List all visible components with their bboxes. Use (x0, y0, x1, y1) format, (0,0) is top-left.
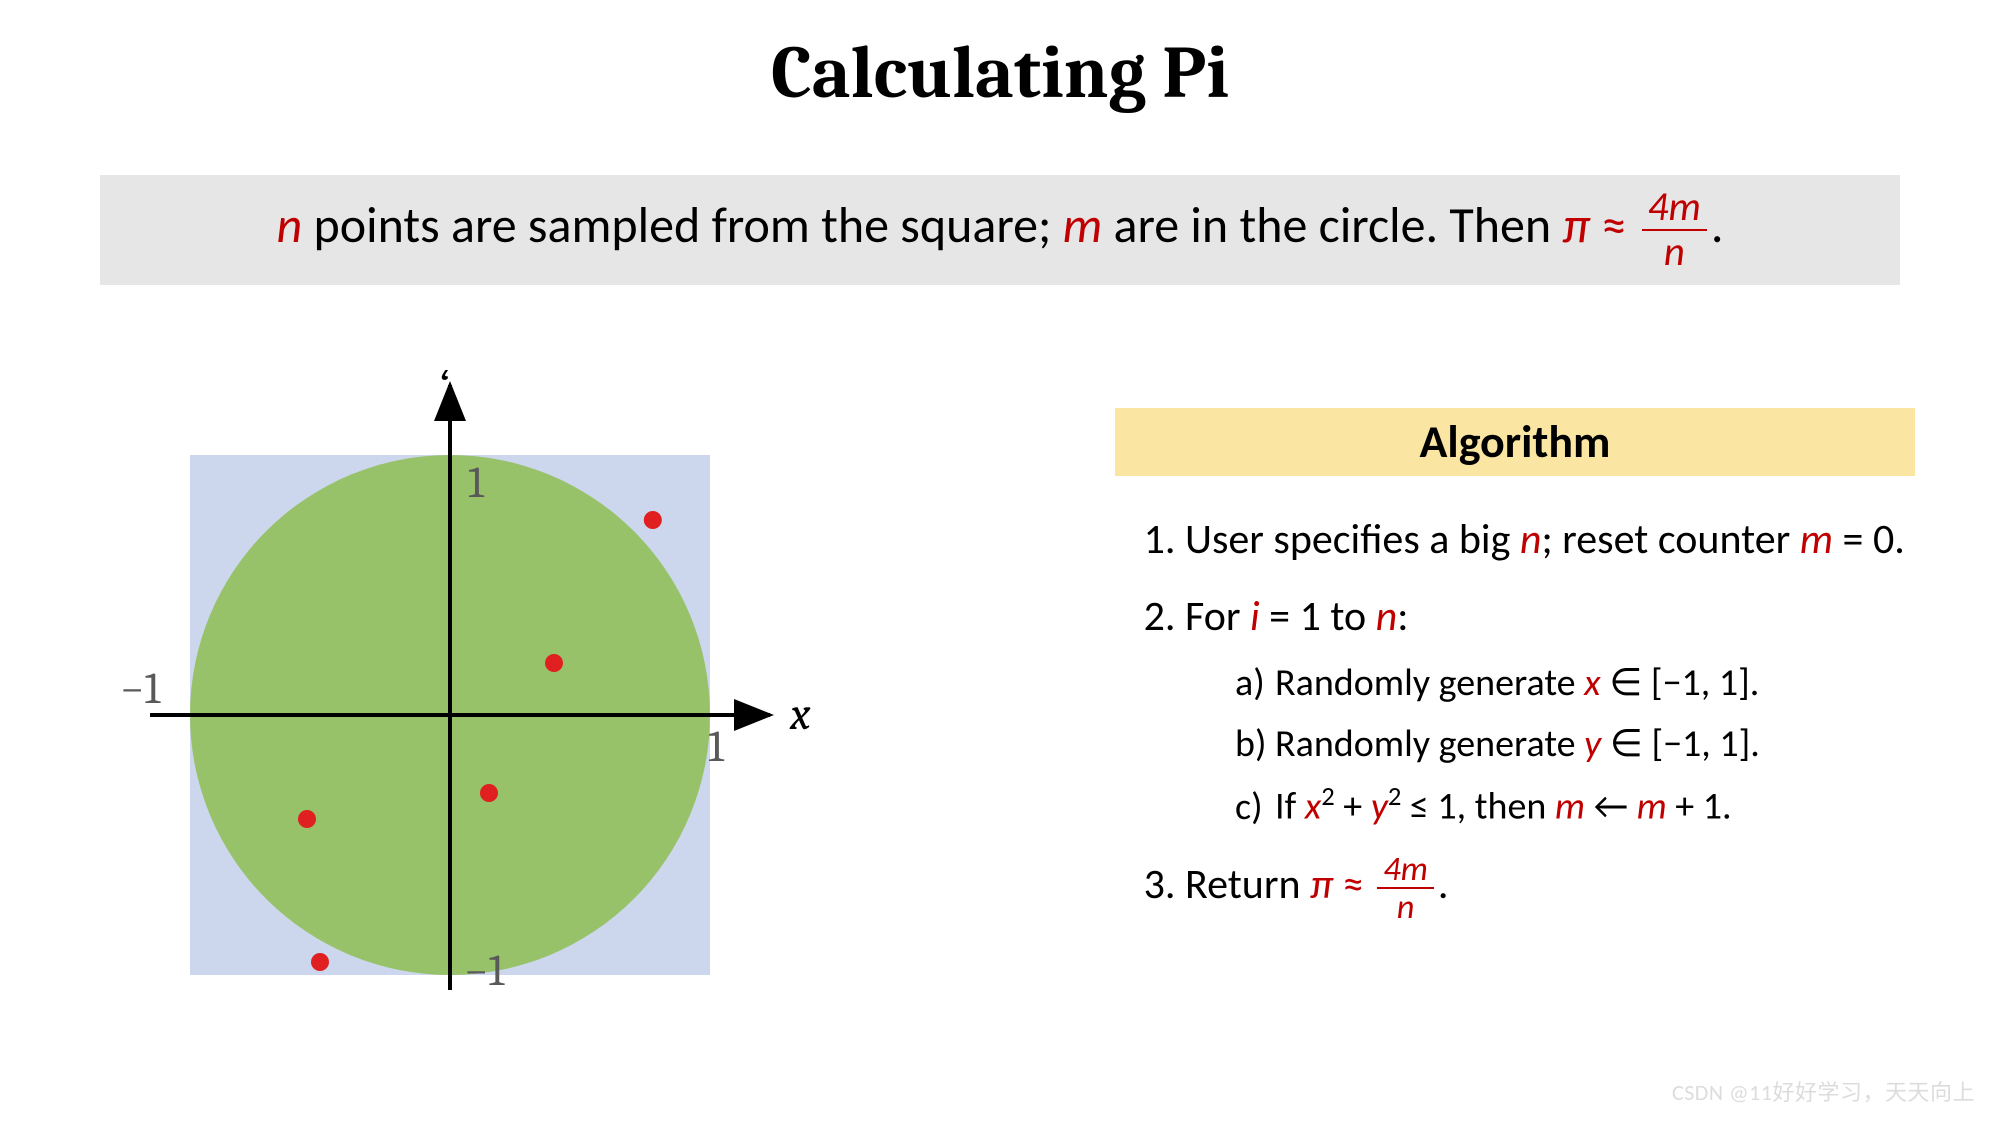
svg-text:x: x (789, 688, 811, 741)
svg-text:1: 1 (708, 721, 725, 772)
banner-text1: points are sampled from the square; (302, 195, 1062, 256)
summary-banner: n points are sampled from the square; m … (100, 175, 1900, 285)
banner-period: . (1711, 195, 1724, 256)
banner-m: m (1063, 195, 1103, 256)
banner-text2: are in the circle. Then (1102, 195, 1562, 256)
algorithm-header: Algorithm (1115, 408, 1915, 476)
algo-step-2c: c)If x2 + y2 ≤ 1, then m ← m + 1. (1235, 778, 1935, 835)
slide: Calculating Pi n points are sampled from… (0, 0, 2000, 1125)
algorithm-body: User specifies a big n; reset counter m … (1115, 510, 1935, 941)
monte-carlo-chart: x y 1 1 −1 −1 (120, 370, 820, 990)
algo-step-1: User specifies a big n; reset counter m … (1185, 510, 1935, 571)
banner-frac-den: n (1642, 231, 1707, 274)
algo-step-2: For i = 1 to n: a)Randomly generate x ∈ … (1185, 587, 1935, 835)
banner-approx: ≈ (1590, 195, 1638, 256)
algo-step-2b: b)Randomly generate y ∈ [−1, 1]. (1235, 717, 1935, 772)
banner-fraction: 4mn (1642, 186, 1707, 274)
banner-pi: π (1563, 195, 1591, 256)
step3-fraction: 4mn (1377, 851, 1434, 925)
page-title: Calculating Pi (0, 30, 2000, 116)
svg-text:−1: −1 (464, 945, 505, 990)
svg-text:y: y (440, 370, 461, 382)
svg-text:−1: −1 (120, 663, 161, 714)
algo-step-3: Return π ≈ 4mn. (1185, 851, 1935, 925)
algo-step-2a: a)Randomly generate x ∈ [−1, 1]. (1235, 656, 1935, 711)
svg-text:1: 1 (468, 457, 485, 508)
banner-frac-num: 4m (1642, 186, 1707, 231)
banner-n: n (276, 195, 302, 256)
watermark: CSDN @11好好学习，天天向上 (1672, 1075, 1975, 1107)
